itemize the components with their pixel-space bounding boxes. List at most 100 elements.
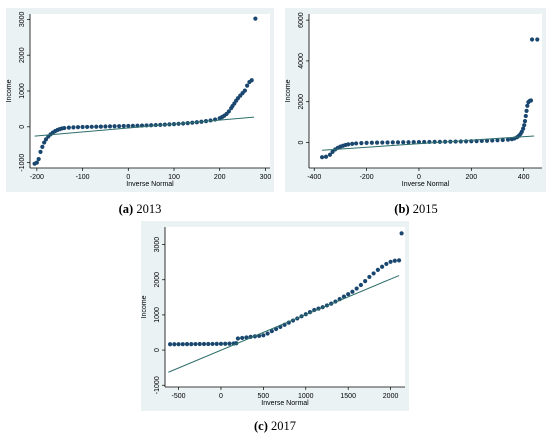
data-point (388, 259, 393, 264)
data-point (167, 342, 173, 347)
data-point (364, 140, 369, 146)
data-point (89, 124, 94, 129)
data-point (505, 137, 511, 142)
data-point (522, 123, 527, 128)
data-point (522, 118, 528, 124)
data-point (401, 140, 406, 145)
caption-b-tag: (b) (394, 202, 410, 216)
caption-c: (c) 2017 (225, 419, 325, 434)
panel-b: -400 -200 0 200 400 0 2000 4000 6000 Inverse Norm… (285, 8, 546, 192)
y-tick-label: 0 (154, 348, 161, 352)
x-tick-label: 1000 (298, 393, 314, 400)
data-point (524, 108, 529, 113)
data-point (103, 124, 108, 129)
data-point (495, 138, 500, 143)
data-point (34, 160, 39, 165)
data-point (176, 342, 181, 347)
y-tick-label: -1000 (19, 154, 26, 172)
data-point (117, 124, 122, 129)
data-point (218, 341, 224, 346)
data-point (36, 156, 41, 162)
caption-c-tag: (c) (254, 419, 268, 433)
data-point (206, 341, 211, 347)
data-point (327, 152, 333, 157)
data-point (369, 140, 374, 145)
y-axis-label: Income (285, 79, 292, 102)
x-tick-label: 1500 (340, 393, 356, 400)
data-point (244, 335, 249, 340)
data-point (184, 342, 190, 347)
data-point (490, 138, 495, 143)
data-point (396, 258, 402, 263)
data-point (525, 103, 530, 108)
x-tick-label: -500 (172, 393, 186, 400)
data-point (380, 140, 385, 145)
data-point (121, 123, 126, 129)
data-point (416, 139, 422, 145)
data-point (346, 292, 351, 297)
data-point (214, 341, 219, 346)
y-tick-label: 3000 (19, 11, 26, 27)
data-point (189, 341, 194, 347)
data-point (350, 141, 355, 146)
data-point (197, 341, 202, 347)
data-point (354, 141, 359, 146)
data-point (240, 335, 245, 341)
data-point (392, 258, 397, 263)
x-tick-label: -200 (360, 174, 374, 181)
data-point (242, 88, 247, 93)
data-point (107, 124, 113, 129)
caption-c-year: 2017 (271, 419, 296, 433)
data-point (395, 140, 401, 145)
chart-2013: -200 -100 0 100 200 300-10000100020003000Inve… (6, 8, 274, 192)
data-point (523, 113, 528, 119)
plot-area (165, 227, 405, 387)
y-axis-label: Income (6, 79, 13, 102)
y-tick-label: 2000 (19, 47, 26, 63)
data-point (529, 37, 535, 42)
data-point (367, 274, 372, 280)
reference-line (322, 135, 535, 151)
data-point (358, 282, 364, 288)
y-tick-label: 0 (298, 140, 305, 144)
data-point (71, 125, 76, 130)
plot-area (30, 14, 270, 168)
data-point (375, 267, 380, 273)
data-point (249, 78, 254, 83)
x-tick-label: 0 (417, 174, 421, 181)
data-point (201, 341, 207, 347)
data-point (399, 231, 404, 236)
caption-a-tag: (a) (118, 202, 134, 216)
x-axis-label: Inverse Normal (402, 181, 450, 188)
x-tick-label: 100 (168, 174, 180, 181)
data-point (521, 126, 526, 131)
data-point (390, 140, 395, 145)
data-point (330, 149, 335, 154)
reference-line (168, 275, 400, 373)
caption-b-year: 2015 (412, 202, 438, 216)
data-point (43, 137, 49, 142)
data-point (406, 140, 411, 145)
data-point (126, 123, 131, 129)
data-point (38, 149, 43, 154)
caption-a-year: 2013 (136, 202, 162, 216)
x-tick-label: 200 (465, 174, 477, 181)
data-point (210, 341, 215, 347)
data-point (380, 264, 385, 269)
data-point (363, 279, 368, 284)
reference-line (34, 116, 255, 137)
data-point (385, 140, 390, 145)
data-point (371, 271, 376, 276)
x-tick-label: -200 (30, 174, 44, 181)
data-point (323, 154, 329, 159)
x-tick-label: 2000 (383, 393, 399, 400)
data-point (85, 124, 90, 130)
data-point (226, 109, 231, 114)
data-point (535, 37, 540, 42)
data-point (261, 333, 266, 338)
x-tick-label: 200 (214, 174, 226, 181)
x-tick-label: 300 (260, 174, 272, 181)
y-tick-label: 0 (19, 125, 26, 129)
data-point (227, 341, 232, 346)
